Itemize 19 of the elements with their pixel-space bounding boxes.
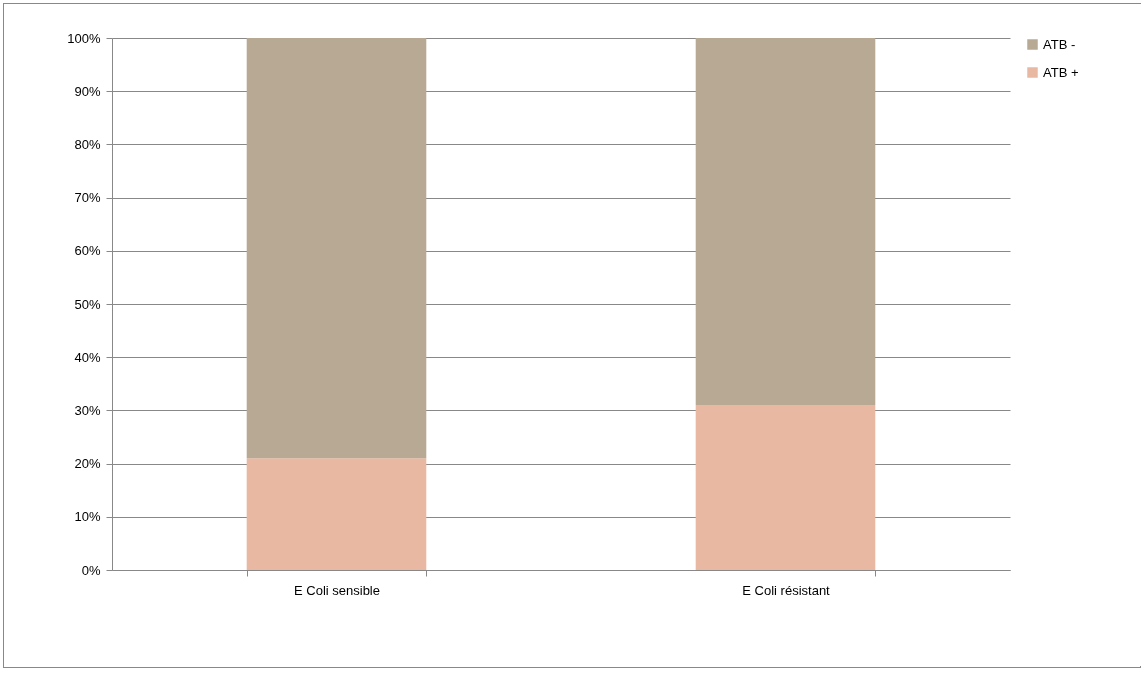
bar xyxy=(246,458,427,570)
y-tick-label: 70% xyxy=(74,190,101,206)
y-tick-label: 10% xyxy=(74,509,101,525)
y-tick-label: 100% xyxy=(67,30,101,46)
y-tick-label: 60% xyxy=(74,243,101,259)
bar xyxy=(695,405,876,570)
legend-label: ATB - xyxy=(1043,36,1076,52)
y-tick-label: 0% xyxy=(81,562,101,578)
bar xyxy=(695,38,876,406)
y-tick-label: 50% xyxy=(74,296,101,312)
y-tick-label: 20% xyxy=(74,456,101,472)
y-tick-label: 90% xyxy=(74,83,101,99)
y-tick-label: 30% xyxy=(74,402,101,418)
legend-label: ATB + xyxy=(1043,64,1079,80)
x-tick-label: E Coli résistant xyxy=(742,582,831,598)
y-tick-label: 40% xyxy=(74,349,101,365)
bar xyxy=(246,38,427,459)
y-tick-label: 80% xyxy=(74,136,101,152)
x-tick-label: E Coli sensible xyxy=(294,582,380,598)
